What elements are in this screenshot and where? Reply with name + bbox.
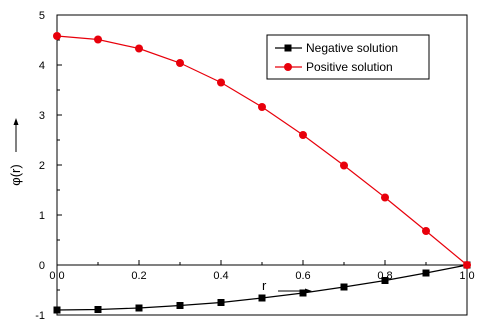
data-point (381, 277, 389, 284)
legend-negative-label: Negative solution (306, 41, 398, 55)
data-point (340, 161, 348, 170)
legend-positive-marker (284, 63, 292, 71)
data-point (217, 299, 225, 306)
data-point (53, 32, 61, 40)
y-axis-title: φ(r) (8, 164, 23, 185)
x-tick-label: 1.0 (459, 270, 474, 282)
x-tick-label: 0.0 (49, 270, 64, 282)
x-axis-ticks: 0.0 0.2 0.4 0.6 0.8 1.0 (49, 260, 475, 282)
data-point (94, 306, 102, 313)
series-positive (53, 32, 471, 269)
data-point (217, 78, 225, 87)
x-tick-label: 0.6 (295, 270, 310, 282)
x-axis-title-arrowhead (305, 288, 312, 294)
data-point (258, 294, 266, 302)
y-axis-title-arrowhead (13, 118, 19, 125)
data-point (340, 283, 348, 291)
data-point (53, 306, 61, 314)
data-point (422, 269, 430, 277)
data-point (135, 304, 143, 312)
data-point (176, 59, 184, 67)
legend-positive-label: Positive solution (306, 60, 393, 74)
legend: Negative solution Positive solution (266, 34, 430, 80)
y-tick-label: 2 (39, 160, 45, 172)
y-axis-ticks: -1 0 1 2 3 4 5 (35, 10, 62, 322)
data-point (299, 131, 307, 139)
series-layer (53, 32, 471, 314)
legend-negative-marker (284, 44, 292, 52)
y-tick-label: 3 (39, 110, 45, 122)
data-point (258, 103, 266, 111)
legend-box (266, 34, 430, 80)
data-point (135, 44, 143, 53)
y-tick-label: 0 (39, 260, 45, 272)
x-tick-label: 0.4 (213, 270, 228, 282)
data-point (299, 289, 307, 297)
x-axis-title: r (262, 278, 267, 293)
legend-item-negative: Negative solution (275, 41, 398, 55)
y-tick-label: 1 (39, 210, 45, 222)
data-point (176, 302, 184, 309)
y-tick-label: 5 (39, 10, 45, 22)
y-tick-label: 4 (39, 60, 45, 72)
y-tick-label: -1 (35, 310, 45, 322)
data-point (422, 227, 430, 235)
data-point (94, 35, 102, 44)
data-point (381, 193, 389, 202)
legend-item-positive: Positive solution (275, 60, 393, 74)
x-tick-label: 0.8 (377, 270, 392, 282)
x-tick-label: 0.2 (131, 270, 146, 282)
data-point (463, 261, 471, 269)
